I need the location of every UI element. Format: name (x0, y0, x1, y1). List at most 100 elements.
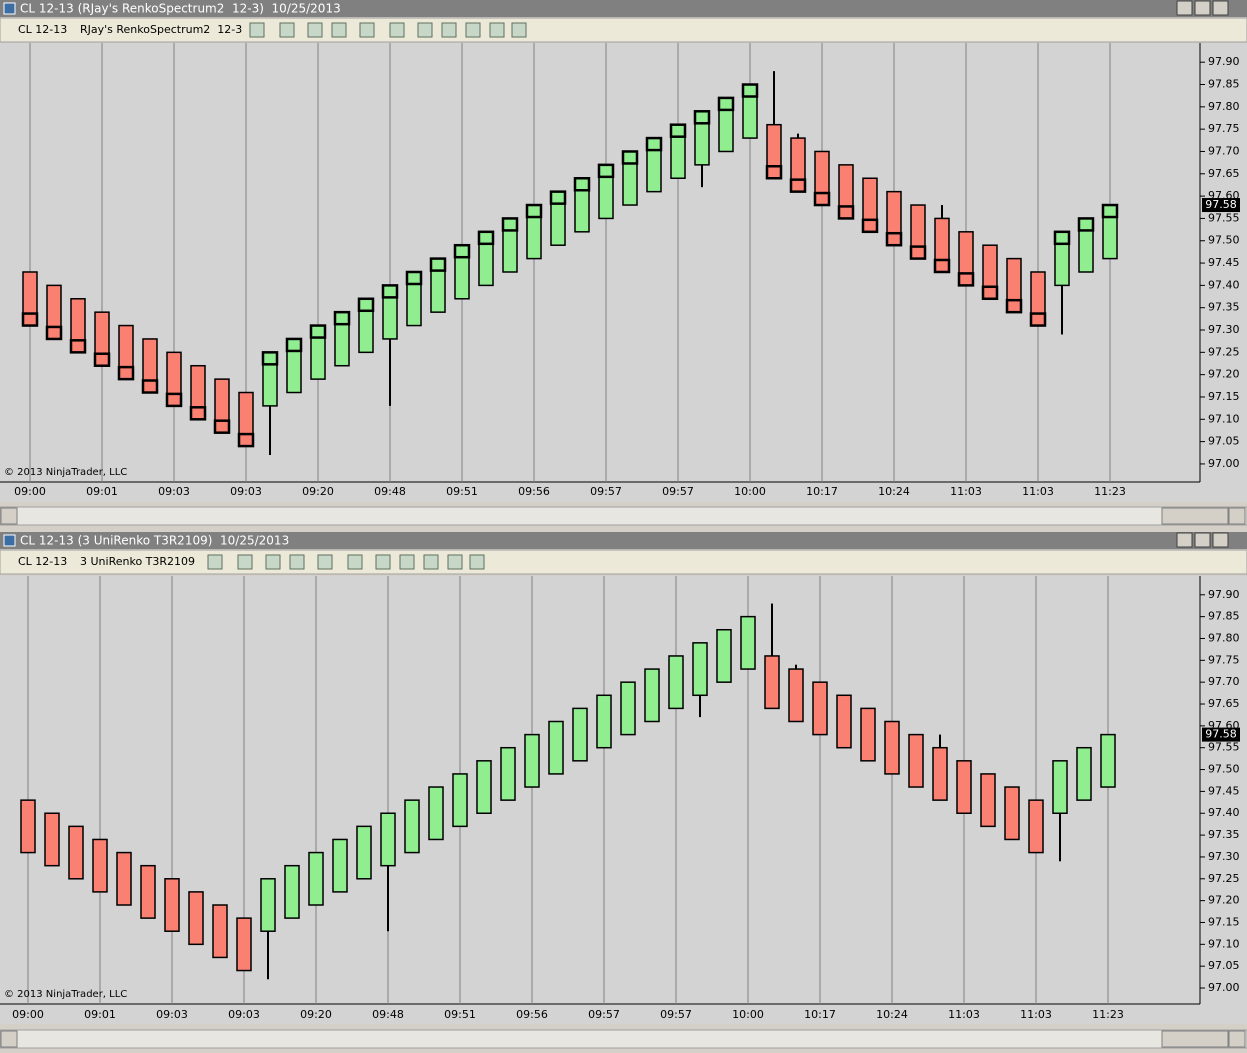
close-marker (237, 432, 255, 448)
instrument-selector[interactable]: CL 12-13 (18, 23, 67, 36)
y-tick-label: 97.85 (1208, 78, 1240, 91)
down-candle (764, 655, 780, 710)
y-tick-label: 97.35 (1208, 301, 1240, 314)
close-marker (477, 230, 495, 246)
toolbar-button[interactable] (265, 554, 281, 570)
instrument-selector[interactable]: CL 12-13 (18, 555, 67, 568)
y-tick-label: 97.65 (1208, 697, 1240, 710)
restore-button[interactable] (1194, 0, 1211, 16)
down-candle (140, 864, 156, 919)
y-tick-label: 97.50 (1208, 763, 1240, 776)
window-title: CL 12-13 (3 UniRenko T3R2109) 10/25/2013 (20, 534, 289, 548)
y-tick-label: 97.10 (1208, 412, 1240, 425)
close-marker (885, 231, 903, 247)
close-marker (165, 392, 183, 408)
y-tick-label: 97.20 (1208, 894, 1240, 907)
x-tick-label: 10:24 (878, 485, 910, 498)
close-marker (1005, 298, 1023, 314)
x-tick-label: 10:17 (804, 1008, 836, 1021)
down-candle (92, 838, 108, 893)
toolbar-button[interactable] (289, 554, 305, 570)
y-tick-label: 97.70 (1208, 144, 1240, 157)
up-candle (692, 642, 708, 697)
restore-button[interactable] (1194, 532, 1211, 548)
down-candle (884, 720, 900, 775)
close-marker (741, 83, 759, 98)
up-candle (596, 694, 612, 749)
toolbar-button[interactable] (399, 554, 415, 570)
x-tick-label: 09:51 (446, 485, 478, 498)
up-candle (452, 773, 468, 828)
scroll-thumb[interactable] (1161, 1030, 1229, 1048)
toolbar-button[interactable] (489, 22, 505, 38)
x-tick-label: 11:23 (1094, 485, 1126, 498)
close-marker (717, 96, 735, 112)
close-marker (693, 110, 711, 125)
scrollbar[interactable] (0, 1029, 1247, 1049)
y-tick-label: 97.70 (1208, 675, 1240, 688)
up-candle (284, 864, 300, 919)
toolbar-button[interactable] (331, 22, 347, 38)
close-marker (189, 406, 207, 421)
close-marker (213, 419, 231, 434)
down-candle (860, 707, 876, 762)
toolbar-button[interactable] (441, 22, 457, 38)
down-candle (236, 917, 252, 972)
scroll-thumb[interactable] (1161, 507, 1229, 525)
toolbar-button[interactable] (389, 22, 405, 38)
toolbar-button[interactable] (465, 22, 481, 38)
close-marker (861, 218, 879, 234)
x-tick-label: 11:03 (1022, 485, 1054, 498)
down-candle (788, 668, 804, 723)
down-candle (164, 878, 180, 932)
toolbar-button[interactable] (347, 554, 363, 570)
scroll-right[interactable] (1228, 1030, 1246, 1048)
toolbar-button[interactable] (237, 554, 253, 570)
scroll-left[interactable] (0, 1030, 18, 1048)
scrollbar[interactable] (0, 506, 1247, 526)
toolbar-button[interactable] (317, 554, 333, 570)
toolbar-button[interactable] (359, 22, 375, 38)
up-candle (260, 878, 276, 932)
toolbar-button[interactable] (447, 554, 463, 570)
y-tick-label: 97.00 (1208, 981, 1240, 994)
close-marker (957, 272, 975, 287)
toolbar-button[interactable] (423, 554, 439, 570)
up-candle (380, 812, 396, 867)
minimize-button[interactable] (1176, 0, 1193, 16)
toolbar-button[interactable] (417, 22, 433, 38)
close-marker (1053, 230, 1071, 246)
scroll-right[interactable] (1228, 507, 1246, 525)
x-tick-label: 09:03 (156, 1008, 188, 1021)
y-tick-label: 97.35 (1208, 828, 1240, 841)
x-tick-label: 09:01 (84, 1008, 116, 1021)
close-marker (45, 325, 63, 341)
x-tick-label: 09:01 (86, 485, 118, 498)
close-marker (597, 163, 615, 179)
toolbar-button[interactable] (469, 554, 485, 570)
y-tick-label: 97.75 (1208, 653, 1240, 666)
minimize-button[interactable] (1176, 532, 1193, 548)
toolbar-button[interactable] (207, 554, 223, 570)
close-button[interactable] (1212, 0, 1229, 16)
window-icon (3, 2, 16, 15)
scroll-left[interactable] (0, 507, 18, 525)
y-tick-label: 97.75 (1208, 122, 1240, 135)
toolbar-button[interactable] (249, 22, 265, 38)
toolbar-button[interactable] (279, 22, 295, 38)
bar-type-selector[interactable]: RJay's RenkoSpectrum2 12-3 (80, 23, 242, 36)
close-button[interactable] (1212, 532, 1229, 548)
close-marker (933, 258, 951, 274)
toolbar-button[interactable] (511, 22, 527, 38)
toolbar-button[interactable] (375, 554, 391, 570)
x-tick-label: 11:23 (1092, 1008, 1124, 1021)
close-marker (765, 165, 783, 180)
y-tick-label: 97.80 (1208, 631, 1240, 644)
up-candle (356, 825, 372, 880)
x-tick-label: 09:57 (588, 1008, 620, 1021)
toolbar-button[interactable] (307, 22, 323, 38)
last-price-label: 97.58 (1205, 198, 1237, 211)
bar-type-selector[interactable]: 3 UniRenko T3R2109 (80, 555, 195, 568)
down-candle (188, 891, 204, 946)
